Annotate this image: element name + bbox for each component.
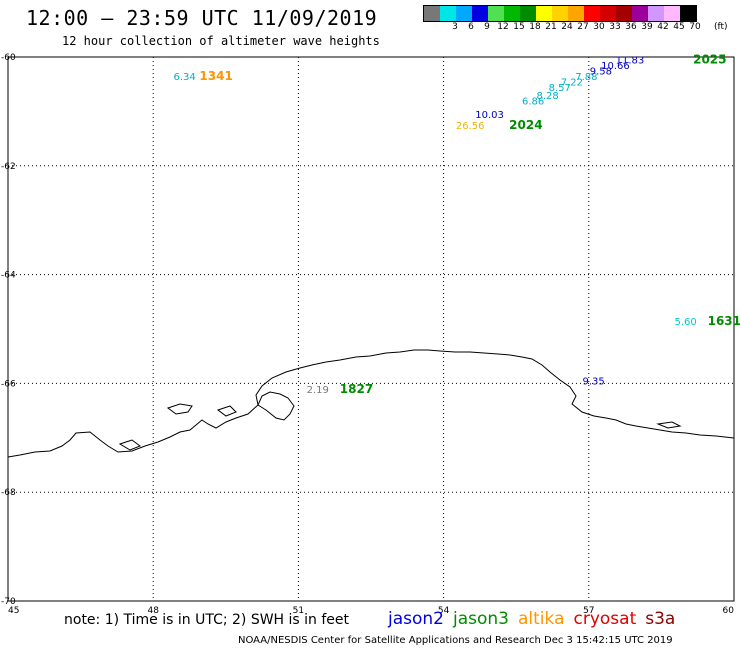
color-swatch xyxy=(584,6,600,21)
color-scale-label: 39 xyxy=(641,22,653,32)
color-scale-label: 27 xyxy=(577,22,589,32)
pass-time-labels: 1341 2024 2025 1631 1827 xyxy=(199,53,740,396)
island-1 xyxy=(166,403,193,415)
wave-height-value: 26.56 xyxy=(456,121,485,132)
latitude-tick-label: -60 xyxy=(1,53,16,63)
pass-time-label: 1827 xyxy=(340,382,373,396)
wave-height-value: 9.35 xyxy=(583,377,605,388)
wave-height-value: 7.88 xyxy=(575,72,597,83)
color-scale-label: 45 xyxy=(673,22,685,32)
antarctic-coastline xyxy=(7,349,735,458)
longitude-tick-label: 45 xyxy=(8,606,19,616)
wave-height-value: 6.34 xyxy=(174,72,196,83)
coastline xyxy=(7,349,735,458)
island-3 xyxy=(656,421,682,429)
longitude-tick-label: 48 xyxy=(147,606,159,616)
color-swatch xyxy=(552,6,568,21)
longitude-tick-label: 51 xyxy=(293,606,304,616)
pass-time-label: 1631 xyxy=(708,314,740,328)
wave-height-color-scale xyxy=(423,5,697,22)
inland-coast-detail xyxy=(257,391,295,421)
color-scale-label: 21 xyxy=(545,22,557,32)
scale-units: (ft) xyxy=(714,22,728,32)
color-scale-label: 70 xyxy=(689,22,701,32)
satellite-legend: jason2 jason3 altika cryosat s3a xyxy=(388,609,675,629)
color-scale-label: 33 xyxy=(609,22,621,32)
color-swatch xyxy=(616,6,632,21)
color-scale-label: 12 xyxy=(497,22,509,32)
wave-height-value: 11.83 xyxy=(616,56,645,67)
color-swatch xyxy=(536,6,552,21)
color-swatch xyxy=(504,6,520,21)
color-scale-label: 42 xyxy=(657,22,669,32)
pass-time-label: 1341 xyxy=(199,69,232,83)
pass-time-label: 2024 xyxy=(509,118,542,132)
color-swatch xyxy=(600,6,616,21)
color-swatch xyxy=(440,6,456,21)
color-swatch xyxy=(632,6,648,21)
map-subtitle: 12 hour collection of altimeter wave hei… xyxy=(62,34,380,48)
wave-height-value: 8.57 xyxy=(549,83,571,94)
color-swatch xyxy=(488,6,504,21)
color-swatch xyxy=(664,6,680,21)
color-scale-label: 3 xyxy=(452,22,458,32)
color-scale-label: 9 xyxy=(484,22,490,32)
footer-note: note: 1) Time is in UTC; 2) SWH is in fe… xyxy=(64,612,350,628)
color-swatch xyxy=(648,6,664,21)
wave-height-value: 6.86 xyxy=(522,97,544,108)
map-grid xyxy=(8,57,734,601)
color-swatch xyxy=(456,6,472,21)
satellite-legend-altika: altika xyxy=(518,609,565,629)
wave-height-value: 8.28 xyxy=(537,91,559,102)
satellite-legend-cryosat: cryosat xyxy=(573,609,637,629)
color-scale-label: 18 xyxy=(529,22,541,32)
color-swatch xyxy=(424,6,440,21)
color-scale-label: 6 xyxy=(468,22,474,32)
color-scale-label: 36 xyxy=(625,22,637,32)
color-swatch xyxy=(568,6,584,21)
color-scale-label: 30 xyxy=(593,22,605,32)
credit-line: NOAA/NESDIS Center for Satellite Applica… xyxy=(238,635,673,646)
wave-height-value: 5.60 xyxy=(674,317,696,328)
latitude-tick-label: -68 xyxy=(1,488,16,498)
latitude-tick-label: -62 xyxy=(1,162,16,172)
island-4 xyxy=(216,405,237,417)
satellite-legend-s3a: s3a xyxy=(645,609,676,629)
axis-tick-labels: 45 48 51 54 57 60 -60 -62 -64 -66 -68 -70 xyxy=(1,53,734,616)
wave-height-value: 2.19 xyxy=(307,385,329,396)
color-swatch xyxy=(680,6,696,21)
wave-height-value: 7.22 xyxy=(561,77,583,88)
satellite-legend-jason3: jason3 xyxy=(453,609,509,629)
latitude-tick-label: -66 xyxy=(1,379,16,389)
longitude-tick-label: 57 xyxy=(583,606,594,616)
map-frame xyxy=(7,56,735,602)
latitude-tick-label: -70 xyxy=(1,597,16,607)
wave-height-value: 10.03 xyxy=(475,110,504,121)
latitude-tick-label: -64 xyxy=(1,271,16,281)
island-2 xyxy=(118,439,142,451)
longitude-tick-label: 54 xyxy=(438,606,450,616)
color-scale-label: 24 xyxy=(561,22,573,32)
wave-height-value: 10.66 xyxy=(601,61,630,72)
wave-height-value: 9.58 xyxy=(590,67,612,78)
pass-time-label: 2025 xyxy=(693,53,726,67)
color-scale-label: 15 xyxy=(513,22,525,32)
map-title: 12:00 – 23:59 UTC 11/09/2019 xyxy=(26,6,378,30)
color-swatch xyxy=(520,6,536,21)
color-swatch xyxy=(472,6,488,21)
longitude-tick-label: 60 xyxy=(723,606,735,616)
satellite-legend-jason2: jason2 xyxy=(388,609,444,629)
